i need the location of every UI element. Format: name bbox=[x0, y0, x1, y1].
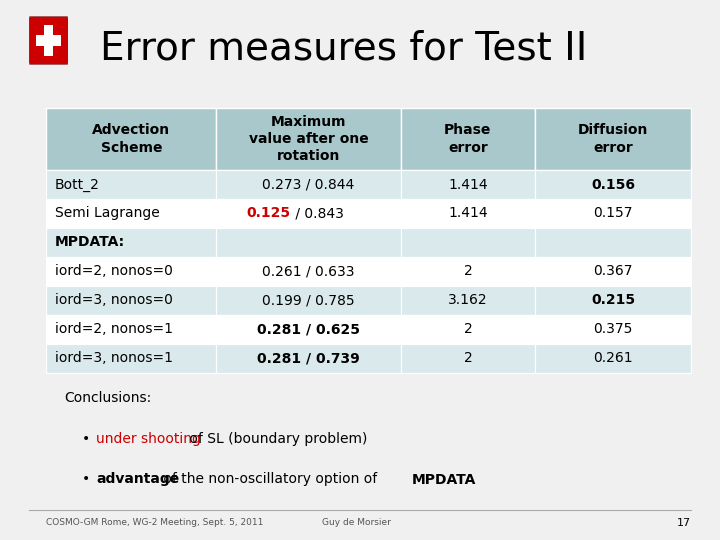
Text: iord=2, nonos=0: iord=2, nonos=0 bbox=[55, 265, 173, 278]
Bar bbox=[46, 286, 217, 315]
Bar bbox=[400, 257, 535, 286]
Text: Diffusion
error: Diffusion error bbox=[578, 124, 649, 154]
Bar bbox=[535, 170, 691, 199]
Bar bbox=[46, 228, 217, 257]
Bar bbox=[217, 228, 400, 257]
Text: 0.273 / 0.844: 0.273 / 0.844 bbox=[262, 178, 355, 192]
Text: 0.261 / 0.633: 0.261 / 0.633 bbox=[262, 265, 355, 278]
Text: 2: 2 bbox=[464, 322, 472, 336]
Text: Error measures for Test II: Error measures for Test II bbox=[100, 30, 587, 68]
Bar bbox=[535, 343, 691, 373]
Text: 0.261: 0.261 bbox=[593, 351, 633, 365]
Bar bbox=[217, 315, 400, 343]
Bar bbox=[46, 170, 217, 199]
Bar bbox=[535, 108, 691, 170]
Text: 17: 17 bbox=[677, 518, 691, 529]
Text: of SL (boundary problem): of SL (boundary problem) bbox=[185, 432, 368, 446]
Bar bbox=[535, 315, 691, 343]
Text: Conclusions:: Conclusions: bbox=[64, 392, 151, 406]
Text: iord=3, nonos=0: iord=3, nonos=0 bbox=[55, 293, 173, 307]
Text: 0.125: 0.125 bbox=[246, 206, 291, 220]
Bar bbox=[400, 108, 535, 170]
Bar bbox=[400, 286, 535, 315]
Bar bbox=[46, 199, 217, 228]
Bar bbox=[217, 108, 400, 170]
Text: 0.281 / 0.739: 0.281 / 0.739 bbox=[257, 351, 360, 365]
Bar bbox=[400, 199, 535, 228]
Text: 1.414: 1.414 bbox=[448, 206, 487, 220]
Bar bbox=[535, 257, 691, 286]
Bar bbox=[535, 228, 691, 257]
Text: Advection
Scheme: Advection Scheme bbox=[92, 124, 171, 154]
Bar bbox=[44, 25, 53, 56]
Text: 0.375: 0.375 bbox=[593, 322, 633, 336]
Bar bbox=[36, 35, 61, 46]
Bar bbox=[400, 228, 535, 257]
Text: 1.414: 1.414 bbox=[448, 178, 487, 192]
Text: 2: 2 bbox=[464, 265, 472, 278]
Text: 0.215: 0.215 bbox=[591, 293, 635, 307]
Text: MPDATA: MPDATA bbox=[412, 472, 476, 487]
Bar bbox=[217, 257, 400, 286]
Text: Phase
error: Phase error bbox=[444, 124, 492, 154]
Text: COSMO-GM Rome, WG-2 Meeting, Sept. 5, 2011: COSMO-GM Rome, WG-2 Meeting, Sept. 5, 20… bbox=[46, 518, 264, 528]
Bar bbox=[217, 199, 400, 228]
FancyBboxPatch shape bbox=[29, 16, 68, 65]
Text: 0.281 / 0.625: 0.281 / 0.625 bbox=[257, 322, 360, 336]
Text: MPDATA:: MPDATA: bbox=[55, 235, 125, 249]
Text: 0.156: 0.156 bbox=[591, 178, 635, 192]
Bar bbox=[217, 286, 400, 315]
Bar bbox=[400, 170, 535, 199]
Text: 2: 2 bbox=[464, 351, 472, 365]
Text: Guy de Morsier: Guy de Morsier bbox=[322, 518, 391, 528]
Text: 0.199 / 0.785: 0.199 / 0.785 bbox=[262, 293, 355, 307]
Bar bbox=[46, 257, 217, 286]
Text: Semi Lagrange: Semi Lagrange bbox=[55, 206, 160, 220]
Bar bbox=[46, 108, 217, 170]
Text: / 0.843: / 0.843 bbox=[291, 206, 343, 220]
Text: iord=3, nonos=1: iord=3, nonos=1 bbox=[55, 351, 173, 365]
Text: 3.162: 3.162 bbox=[448, 293, 487, 307]
Bar bbox=[535, 286, 691, 315]
Text: under shooting: under shooting bbox=[96, 432, 201, 446]
Bar bbox=[400, 315, 535, 343]
Text: iord=2, nonos=1: iord=2, nonos=1 bbox=[55, 322, 173, 336]
Text: advantage: advantage bbox=[96, 472, 179, 487]
Bar bbox=[535, 199, 691, 228]
Text: Bott_2: Bott_2 bbox=[55, 178, 100, 192]
Text: 0.157: 0.157 bbox=[593, 206, 633, 220]
Text: •: • bbox=[82, 472, 90, 487]
Bar bbox=[400, 343, 535, 373]
Text: Maximum
value after one
rotation: Maximum value after one rotation bbox=[248, 114, 369, 163]
Text: 0.367: 0.367 bbox=[593, 265, 633, 278]
Bar bbox=[217, 170, 400, 199]
Bar bbox=[217, 343, 400, 373]
Text: of the non-oscillatory option of: of the non-oscillatory option of bbox=[159, 472, 382, 487]
Bar bbox=[46, 315, 217, 343]
Bar bbox=[46, 343, 217, 373]
Text: •: • bbox=[82, 432, 90, 446]
